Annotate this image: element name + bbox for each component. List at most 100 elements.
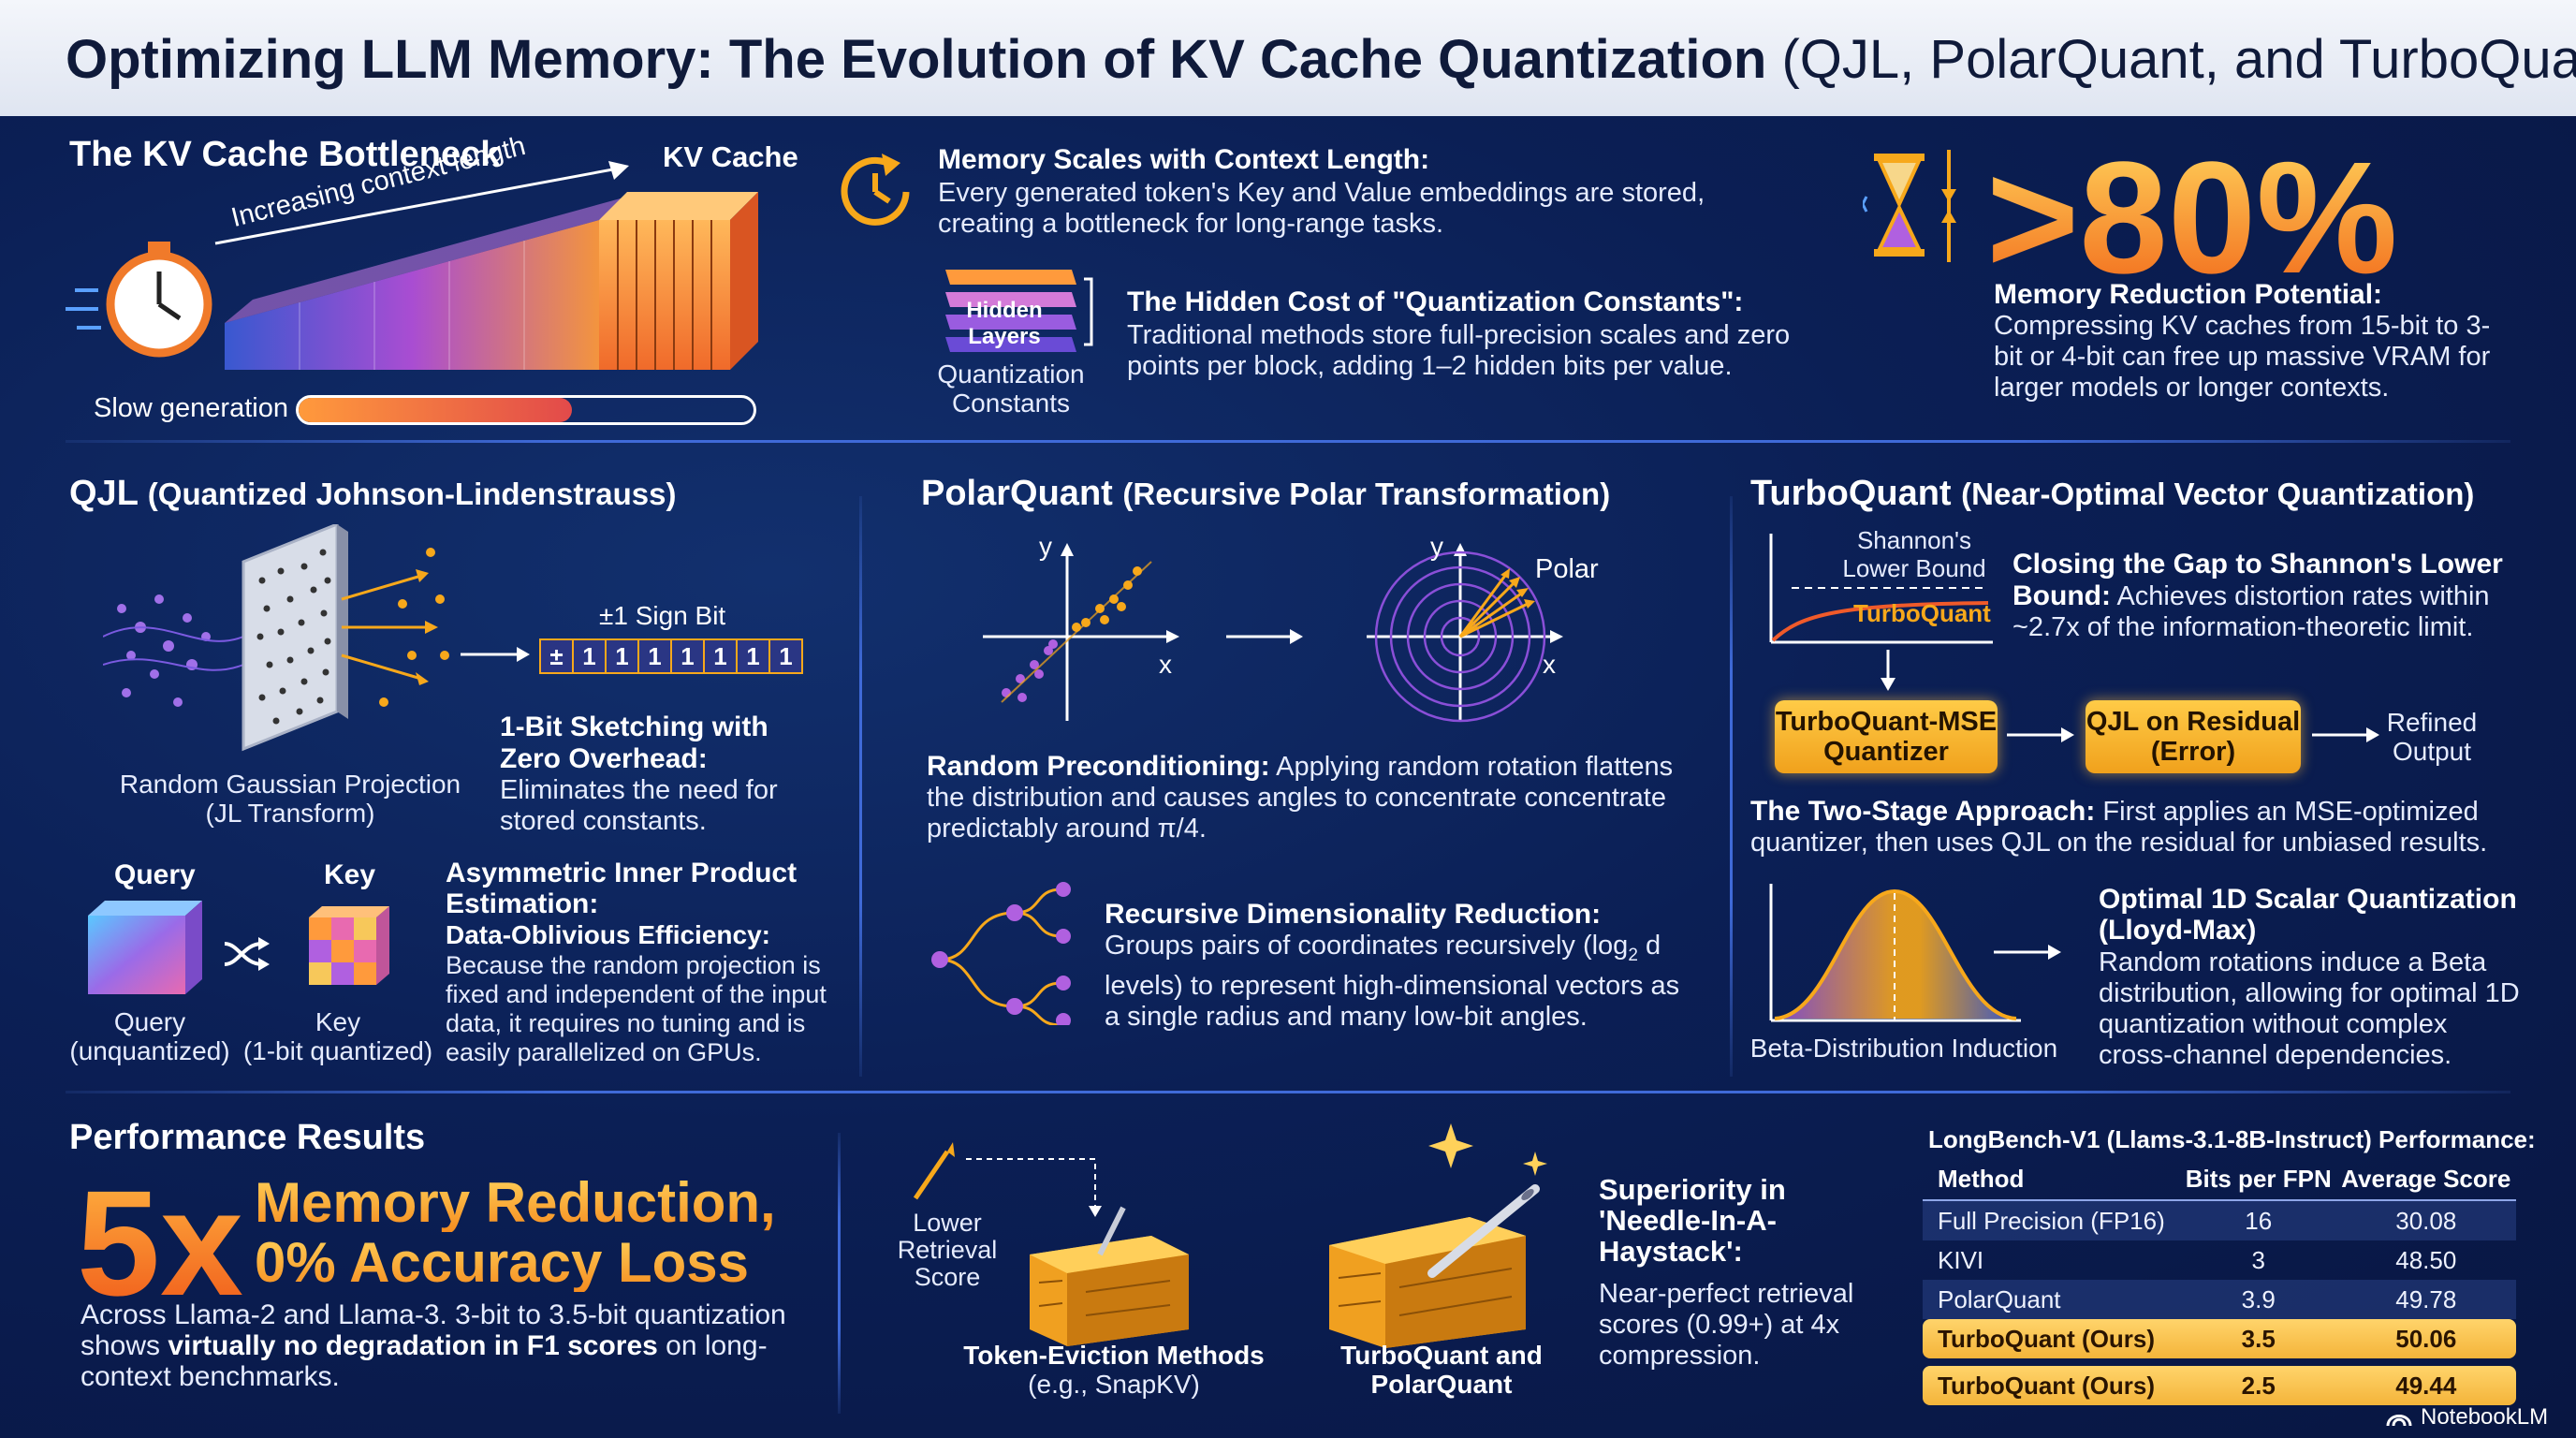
lloyd-title: Optimal 1D Scalar Quantization (Lloyd-Ma…: [2099, 884, 2517, 946]
query-caption-2: (unquantized): [69, 1036, 230, 1065]
hidden-layers-label: Hidden Layers: [944, 298, 1065, 350]
polar-x-label: x: [1543, 650, 1556, 679]
page-title-sub: (QJL, PolarQuant, and TurboQuant): [1781, 29, 2576, 90]
bottleneck-title: The KV Cache Bottleneck: [69, 135, 501, 174]
polar-label: Polar: [1535, 554, 1599, 584]
turbo-curve-label: TurboQuant: [1853, 599, 1991, 627]
table-cell-bits: 16: [2180, 1200, 2336, 1240]
clock-arrow-icon: [841, 154, 910, 226]
precond-text: Applying random rotation flattens the di…: [927, 752, 1674, 844]
table-row-spacer: [1923, 1358, 2516, 1366]
table-cell-bits: 2.5: [2180, 1366, 2336, 1405]
recursive-text-a: Groups pairs of coordinates recursively …: [1105, 931, 1629, 961]
polar-title-sub: (Recursive Polar Transformation): [1122, 477, 1611, 511]
mse-quantizer-box: TurboQuant-MSE Quantizer: [1775, 700, 1998, 773]
table-cell-score: 48.50: [2395, 1245, 2457, 1274]
turbo-haystack-illustration: [1329, 1123, 1547, 1348]
slow-generation-fill: [299, 398, 572, 422]
table-header-score: Average Score: [2335, 1163, 2516, 1201]
refined-output-2: Output: [2392, 737, 2472, 766]
table-cell-method: TurboQuant (Ours): [1923, 1319, 2181, 1358]
turbo-title: TurboQuant (Near-Optimal Vector Quantiza…: [1750, 474, 2474, 514]
page-title: Optimizing LLM Memory: The Evolution of …: [66, 28, 2576, 91]
table-cell-score: 30.08: [2335, 1200, 2516, 1240]
divider-v3: [838, 1133, 841, 1414]
sign-bit-label: ±1 Sign Bit: [599, 601, 726, 630]
slow-generation-bar: [296, 395, 756, 425]
lower-score-3: Score: [914, 1263, 981, 1291]
lower-score-label: Lower Retrieval Score: [891, 1210, 1003, 1291]
gap-title: Closing the Gap to Shannon's Lower Bound…: [2012, 549, 2503, 611]
oblivious-text: Because the random projection is fixed a…: [446, 951, 827, 1066]
twostage-title: The Two-Stage Approach:: [1750, 796, 2096, 827]
key-caption-1: Key: [315, 1007, 361, 1036]
reduction-percent: >80%: [1986, 129, 2398, 307]
asymmetric-title: Asymmetric Inner Product Estimation:: [446, 858, 798, 919]
brand-name: NotebookLM: [2421, 1404, 2549, 1430]
qjl-title: QJL (Quantized Johnson-Lindenstrauss): [69, 474, 676, 514]
hidden-label-1: Hidden: [966, 298, 1043, 323]
recursive-title: Recursive Dimensionality Reduction:: [1105, 899, 1602, 930]
performance-desc-b: on long-context benchmarks.: [80, 1330, 768, 1392]
table-cell-method: Full Precision (FP16): [1923, 1200, 2181, 1240]
table-cell-method: PolarQuant: [1923, 1280, 2181, 1319]
divider-top: [66, 440, 2510, 443]
sketch-block: 1-Bit Sketching with Zero Overhead: Elim…: [500, 712, 837, 837]
slow-generation-label: Slow generation: [94, 393, 288, 423]
table-cell-method: TurboQuant (Ours): [1923, 1366, 2181, 1405]
page-title-main: Optimizing LLM Memory: The Evolution of …: [66, 29, 1767, 90]
memory-reduction-text: Compressing KV caches from 15-bit to 3-b…: [1994, 311, 2491, 403]
table-cell-method: KIVI: [1938, 1245, 1984, 1274]
sign-bit-cell: 1: [770, 640, 801, 672]
beta-caption: Beta-Distribution Induction: [1749, 1034, 2058, 1063]
key-caption-2: (1-bit quantized): [242, 1036, 433, 1065]
table-cell-score: 50.06: [2335, 1319, 2516, 1358]
cartesian-y-label: y: [1039, 532, 1052, 561]
beta-distribution-chart: [1769, 884, 2021, 1022]
table-cell-score: 49.44: [2335, 1366, 2516, 1405]
precond-title: Random Preconditioning:: [927, 751, 1270, 782]
precond-block: Random Preconditioning: Applying random …: [927, 751, 1676, 844]
table-cell-bits: 3.9: [2180, 1280, 2336, 1319]
table-row: Full Precision (FP16) 16 30.08: [1923, 1200, 2516, 1240]
projection-caption: Random Gaussian Projection (JL Transform…: [103, 770, 477, 828]
table-header-bits: Bits per FPN: [2180, 1163, 2336, 1201]
gap-text: Achieves distortion rates within ~2.7x o…: [2012, 581, 2490, 642]
polar-y-label: y: [1430, 532, 1443, 561]
lloyd-text: Random rotations induce a Beta distribut…: [2099, 947, 2520, 1070]
qjl-residual-box: QJL on Residual (Error): [2086, 700, 2301, 773]
performance-desc-bold: virtually no degradation in F1 scores: [168, 1330, 658, 1361]
mse-box-line-2: Quantizer: [1823, 737, 1949, 767]
memory-reduction-title: Memory Reduction Potential:: [1994, 279, 2383, 310]
qjl-box-line-1: QJL on Residual: [2086, 707, 2301, 737]
down-arrow-icon: [1881, 650, 1895, 691]
polar-title: PolarQuant (Recursive Polar Transformati…: [921, 474, 1610, 514]
query-label: Query: [114, 859, 196, 890]
eviction-caption: Token-Eviction Methods (e.g., SnapKV): [936, 1341, 1292, 1399]
divider-v2: [1730, 496, 1733, 1077]
sign-bit-cell: 1: [607, 640, 639, 672]
hourglass-compress-icon: [1863, 150, 1956, 262]
sign-bit-cell: 1: [639, 640, 672, 672]
eviction-caption-1: Token-Eviction Methods: [963, 1341, 1265, 1370]
sign-bit-cell: 1: [738, 640, 770, 672]
recursive-tree-icon: [931, 882, 1071, 1025]
stage-arrow-icon-1: [2007, 727, 2074, 742]
twostage-block: The Two-Stage Approach: First applies an…: [1750, 796, 2518, 858]
table-header-row: Method Bits per FPN Average Score: [1923, 1163, 2516, 1201]
table-row: KIVI 3 48.50: [1923, 1240, 2516, 1280]
sketch-title: 1-Bit Sketching with Zero Overhead:: [500, 712, 768, 774]
mse-box-line-1: TurboQuant-MSE: [1775, 707, 1998, 737]
headline-line-2: 0% Accuracy Loss: [255, 1231, 750, 1294]
query-key-illustration: [88, 901, 389, 994]
divider-bottom: [66, 1091, 2510, 1093]
stage-arrow-icon-2: [2312, 727, 2379, 742]
eviction-caption-2: (e.g., SnapKV): [1028, 1370, 1200, 1399]
memory-scales-title: Memory Scales with Context Length:: [938, 144, 1430, 175]
shannon-label-2: Lower Bound: [1842, 554, 1986, 582]
brand: NotebookLM: [2385, 1404, 2548, 1431]
performance-title: Performance Results: [69, 1118, 426, 1157]
projection-arrow-icon: [461, 647, 530, 662]
oblivious-title: Data-Oblivious Efficiency:: [446, 920, 770, 949]
sign-bit-cell: 1: [705, 640, 738, 672]
